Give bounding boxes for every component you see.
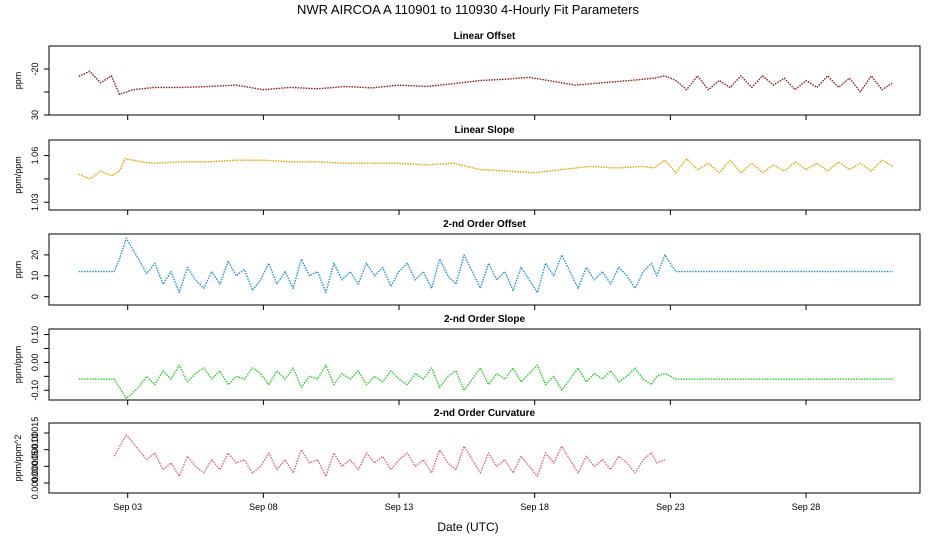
x-tick-label: Sep 08 xyxy=(249,502,278,512)
panel-5: 2-nd Order Curvatureppm/ppm^20.000000.00… xyxy=(13,408,921,512)
panel-4: 2-nd Order Slope ppm/ppm -0.10 0.00 0.10 xyxy=(13,314,921,405)
series-line xyxy=(78,364,893,400)
panel-title: 2-nd Order Offset xyxy=(443,219,526,230)
plot-frame xyxy=(48,233,921,306)
y-axis-label: ppm xyxy=(13,261,23,279)
x-tick-label: Sep 18 xyxy=(520,502,549,512)
panel-2: Linear Slope ppm/ppm 1.03 1.06 xyxy=(13,125,921,215)
plot-frame xyxy=(48,45,921,116)
y-tick-label: -0.10 xyxy=(30,380,40,401)
panel-title: 2-nd Order Curvature xyxy=(434,408,536,419)
y-tick-label: -20 xyxy=(30,62,40,75)
y-tick-label: 0 xyxy=(30,294,40,299)
y-tick-label: 0.00010 xyxy=(30,433,40,466)
y-tick-label: 0.00015 xyxy=(30,417,40,450)
panel-title: 2-nd Order Slope xyxy=(444,314,526,325)
y-tick-label: 0.10 xyxy=(30,326,40,344)
y-tick-label: 1.03 xyxy=(30,193,40,211)
y-tick-label: 1.06 xyxy=(30,147,40,165)
y-axis-label: ppm/ppm^2 xyxy=(13,435,23,482)
series-line xyxy=(78,157,894,180)
panel-title: Linear Offset xyxy=(454,31,516,42)
series-line xyxy=(113,434,666,477)
y-tick-label: 0.00 xyxy=(30,354,40,372)
panels: Linear Offset ppm -20 30 Linear Slope ppm/ppm… xyxy=(13,31,921,512)
y-tick-label: 10 xyxy=(30,271,40,281)
x-axis-label: Date (UTC) xyxy=(437,520,498,534)
x-tick-label: Sep 03 xyxy=(113,502,142,512)
plot-frame xyxy=(48,422,921,494)
plot-frame xyxy=(48,328,921,401)
y-tick-label: 0.00005 xyxy=(30,450,40,483)
series-line xyxy=(78,237,893,294)
panel-1: Linear Offset ppm -20 30 xyxy=(13,31,921,120)
y-axis-label: ppm xyxy=(13,72,23,90)
y-tick-label: 0.00000 xyxy=(30,467,40,500)
x-tick-label: Sep 13 xyxy=(385,502,414,512)
x-tick-label: Sep 28 xyxy=(792,502,821,512)
figure-title: NWR AIRCOA A 110901 to 110930 4-Hourly F… xyxy=(297,2,640,17)
plot-frame xyxy=(48,139,921,211)
y-axis-label: ppm/ppm xyxy=(13,346,23,384)
panel-title: Linear Slope xyxy=(454,125,514,136)
y-tick-label: 20 xyxy=(30,250,40,260)
series-line xyxy=(78,70,894,96)
x-tick-label: Sep 23 xyxy=(656,502,685,512)
y-tick-label: 30 xyxy=(30,110,40,120)
y-axis-label: ppm/ppm xyxy=(13,156,23,194)
panel-3: 2-nd Order Offset ppm 0 10 20 xyxy=(13,219,921,310)
